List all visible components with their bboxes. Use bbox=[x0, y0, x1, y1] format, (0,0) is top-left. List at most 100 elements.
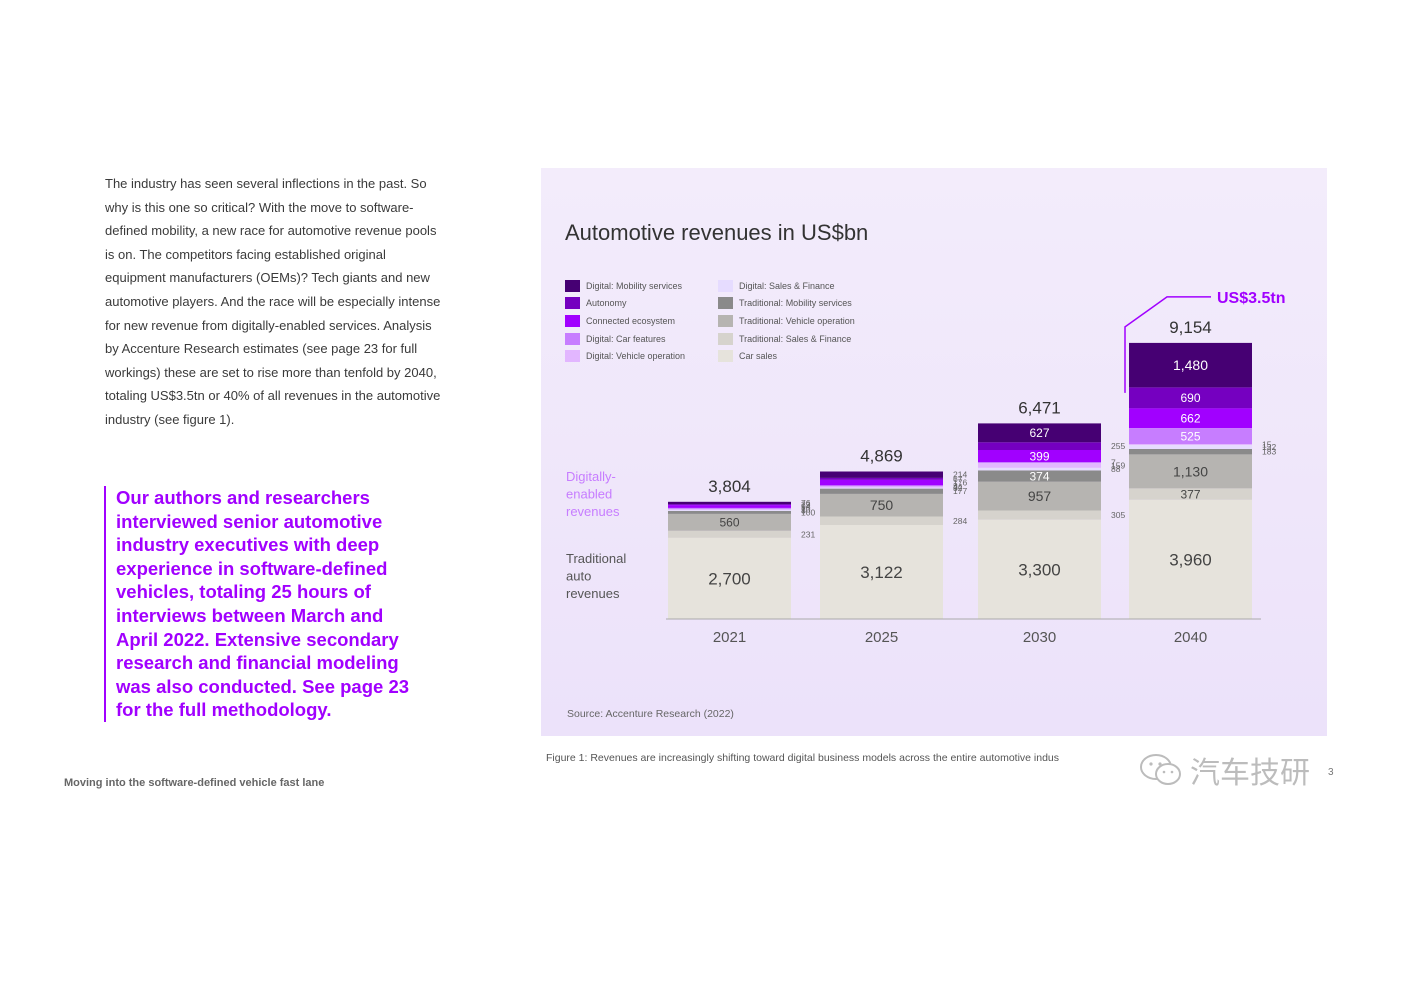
bar-total-label: 3,804 bbox=[708, 477, 751, 496]
bar-segment-connected-ecosystem bbox=[820, 480, 943, 486]
legend-item-autonomy: Autonomy bbox=[565, 295, 685, 313]
legend-item-connected-ecosystem: Connected ecosystem bbox=[565, 312, 685, 330]
bar-segment-digital-mobility-services bbox=[978, 423, 1101, 443]
bar-segment-autonomy bbox=[1129, 387, 1252, 409]
legend-swatch bbox=[565, 297, 580, 310]
bar-small-value-label: 7 bbox=[1111, 458, 1116, 468]
legend-swatch bbox=[718, 297, 733, 310]
x-tick-label: 2030 bbox=[1023, 629, 1056, 646]
traditional-group-label: auto bbox=[566, 569, 591, 584]
bar-small-value-label: 284 bbox=[953, 516, 967, 526]
bar-value-label: 374 bbox=[1029, 469, 1049, 483]
legend-item-car-sales: Car sales bbox=[718, 347, 855, 365]
bar-total-label: 9,154 bbox=[1169, 318, 1212, 337]
intro-paragraph: The industry has seen several inflection… bbox=[105, 176, 441, 427]
legend-swatch bbox=[565, 332, 580, 345]
legend-item-traditional-sales-finance: Traditional: Sales & Finance bbox=[718, 330, 855, 348]
bar-small-value-label: 44 bbox=[953, 482, 963, 492]
bar-segment-connected-ecosystem bbox=[978, 450, 1101, 462]
bar-segment-connected-ecosystem bbox=[668, 505, 791, 508]
legend-label: Traditional: Sales & Finance bbox=[739, 333, 852, 344]
legend-label: Digital: Mobility services bbox=[586, 280, 683, 291]
legend-label: Digital: Car features bbox=[586, 333, 666, 344]
bar-segment-digital-mobility-services bbox=[1129, 342, 1252, 388]
legend-item-traditional-mobility-services: Traditional: Mobility services bbox=[718, 295, 855, 313]
bar-segment-car-sales bbox=[668, 537, 791, 619]
bar-segment-digital-mobility-services bbox=[668, 501, 791, 505]
bar-value-label: 399 bbox=[1029, 449, 1049, 463]
bar-small-value-label: 94 bbox=[801, 502, 811, 512]
bar-small-value-label: 214 bbox=[953, 470, 967, 480]
bar-small-value-label: 15 bbox=[1262, 440, 1272, 450]
bar-segment-digital-vehicle-operation bbox=[820, 486, 943, 488]
bar-small-value-label: 32 bbox=[953, 483, 963, 493]
bar-small-value-label: 76 bbox=[801, 498, 811, 508]
bar-segment-traditional-mobility-services bbox=[978, 470, 1101, 482]
bar-value-label: 3,960 bbox=[1169, 551, 1212, 570]
bar-segment-autonomy bbox=[978, 442, 1101, 450]
bar-segment-car-sales bbox=[978, 519, 1101, 619]
bar-segment-autonomy bbox=[820, 477, 943, 480]
bar-value-label: 690 bbox=[1180, 391, 1200, 405]
bar-small-value-label: 67 bbox=[953, 474, 963, 484]
page-number: 3 bbox=[1328, 767, 1334, 778]
bar-segment-traditional-vehicle-operation bbox=[820, 493, 943, 517]
legend-swatch bbox=[718, 279, 733, 292]
bar-segment-connected-ecosystem bbox=[1129, 408, 1252, 429]
bar-value-label: 627 bbox=[1029, 426, 1049, 440]
legend-item-digital-vehicle-operation: Digital: Vehicle operation bbox=[565, 347, 685, 365]
bar-segment-traditional-mobility-services bbox=[1129, 448, 1252, 455]
bar-segment-traditional-sales-finance bbox=[668, 530, 791, 538]
bar-segment-traditional-sales-finance bbox=[1129, 488, 1252, 500]
legend-item-digital-car-features: Digital: Car features bbox=[565, 330, 685, 348]
digital-group-label: revenues bbox=[566, 504, 620, 519]
bar-small-value-label: 231 bbox=[801, 529, 815, 539]
bar-segment-traditional-vehicle-operation bbox=[1129, 454, 1252, 489]
bar-segment-autonomy bbox=[668, 504, 791, 506]
bar-segment-traditional-vehicle-operation bbox=[668, 513, 791, 531]
legend-label: Traditional: Mobility services bbox=[739, 298, 852, 309]
bar-segment-traditional-vehicle-operation bbox=[978, 481, 1101, 511]
bar-segment-digital-mobility-services bbox=[820, 471, 943, 478]
methodology-pullquote: Our authors and researchers interviewed … bbox=[104, 486, 416, 722]
chart-title: Automotive revenues in US$bn bbox=[565, 220, 869, 245]
x-tick-label: 2040 bbox=[1174, 629, 1207, 646]
bar-segment-digital-car-features bbox=[1129, 428, 1252, 444]
bar-segment-digital-vehicle-operation bbox=[978, 463, 1101, 468]
legend-label: Autonomy bbox=[586, 298, 627, 309]
bar-small-value-label: 3 bbox=[953, 481, 958, 491]
legend-swatch bbox=[718, 350, 733, 363]
bar-value-label: 2,700 bbox=[708, 570, 751, 589]
bar-value-label: 560 bbox=[719, 516, 739, 530]
legend-swatch bbox=[565, 350, 580, 363]
bar-value-label: 662 bbox=[1180, 412, 1200, 426]
legend-label: Digital: Sales & Finance bbox=[739, 280, 835, 291]
bar-segment-traditional-sales-finance bbox=[820, 516, 943, 525]
bar-segment-traditional-mobility-services bbox=[820, 488, 943, 494]
bar-segment-traditional-mobility-services bbox=[668, 510, 791, 514]
bar-value-label: 1,480 bbox=[1173, 357, 1208, 373]
digital-group-label: Digitally- bbox=[566, 469, 616, 484]
bar-value-label: 957 bbox=[1028, 488, 1052, 504]
wechat-icon bbox=[1140, 754, 1181, 785]
chart-panel: Automotive revenues in US$bn Digital: Mo… bbox=[541, 168, 1327, 736]
legend-item-digital-mobility-services: Digital: Mobility services bbox=[565, 277, 685, 295]
bar-small-value-label: 305 bbox=[1111, 510, 1125, 520]
bar-small-value-label: 88 bbox=[1111, 464, 1121, 474]
legend-item-digital-sales-finance: Digital: Sales & Finance bbox=[718, 277, 855, 295]
legend-label: Connected ecosystem bbox=[586, 315, 676, 326]
bar-small-value-label: 8 bbox=[801, 505, 806, 515]
legend-right: Digital: Sales & Finance Traditional: Mob… bbox=[718, 277, 855, 365]
bar-small-value-label: 176 bbox=[953, 478, 967, 488]
legend-swatch bbox=[565, 314, 580, 327]
revenue-stacked-bar-chart: Digitally-enabled revenues Traditional auto… bbox=[566, 290, 1285, 646]
bar-value-label: 1,130 bbox=[1173, 464, 1208, 480]
bar-small-value-label: 10 bbox=[801, 504, 811, 514]
traditional-group-label: revenues bbox=[566, 586, 620, 601]
bar-small-value-label: 132 bbox=[1262, 442, 1276, 452]
bar-value-label: 750 bbox=[870, 497, 894, 513]
bar-small-value-label: 100 bbox=[801, 507, 815, 517]
bar-value-label: 3,122 bbox=[860, 563, 903, 582]
bar-total-label: 6,471 bbox=[1018, 398, 1061, 417]
bar-segment-car-sales bbox=[1129, 499, 1252, 619]
